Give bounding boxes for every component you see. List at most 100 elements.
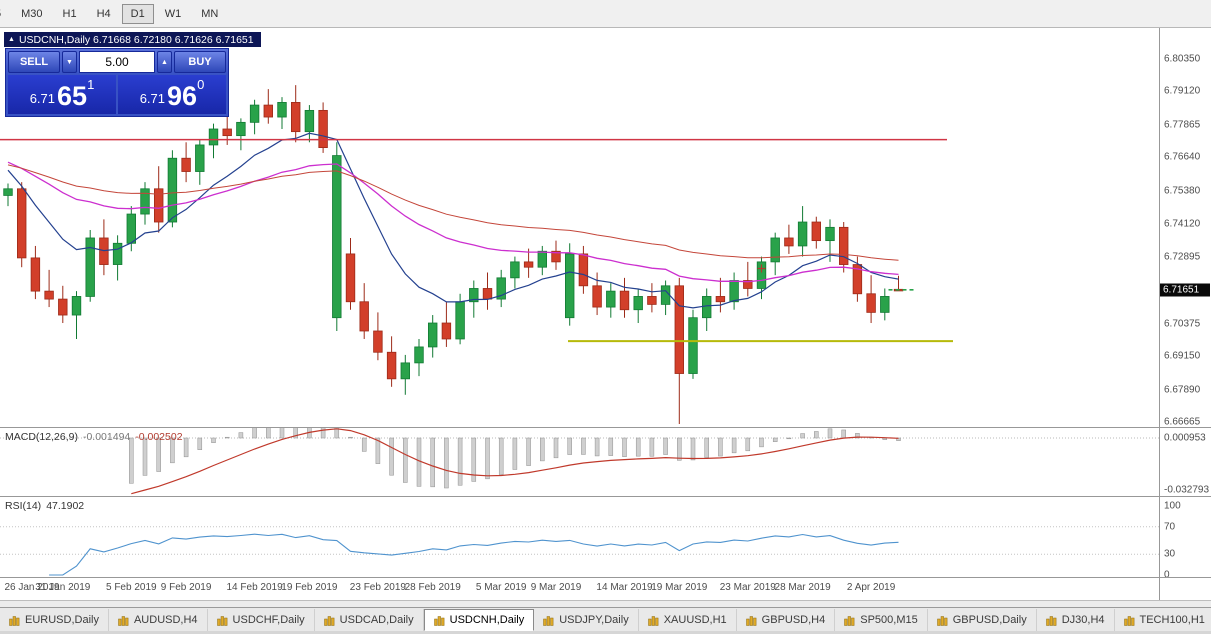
timeframe-button-H4[interactable]: H4 — [88, 4, 120, 24]
sell-button[interactable]: SELL — [8, 51, 60, 73]
chart-tab-label: XAUUSD,H1 — [663, 614, 727, 626]
chart-tab-audusd-h4[interactable]: AUDUSD,H4 — [109, 609, 208, 631]
candle — [839, 226, 849, 265]
volume-dropdown-button[interactable]: ▼ — [62, 51, 77, 73]
date-label: 31 Jan 2019 — [35, 582, 91, 593]
date-labels: 26 Jan 2019 31 Jan 2019 5 Feb 2019 9 Feb 20… — [0, 578, 1159, 600]
candle — [373, 330, 383, 353]
candle — [619, 290, 630, 311]
date-label: 14 Feb 2019 — [226, 582, 283, 593]
collapse-triangle-icon[interactable]: ▲ — [8, 36, 15, 43]
chart-tab-label: USDCNH,Daily — [449, 614, 525, 626]
date-label: 9 Mar 2019 — [530, 582, 582, 593]
volume-input[interactable]: 5.00 — [79, 51, 155, 73]
timeframe-button-5[interactable]: 5 — [0, 4, 10, 24]
macd-bar — [704, 437, 709, 458]
macd-bar — [416, 437, 422, 487]
macd-bar — [855, 433, 860, 439]
chart-tab-label: SP500,M15 — [860, 614, 918, 626]
macd-bar — [690, 437, 696, 461]
candle — [263, 104, 274, 118]
chart-tab-dj30-h4[interactable]: DJ30,H4 — [1037, 609, 1115, 631]
macd-bar — [403, 437, 408, 483]
rsi-plot[interactable]: RSI(14) 47.1902 — [0, 497, 1159, 577]
macd-bar — [731, 437, 737, 454]
candle — [222, 128, 232, 137]
price-axis-label: 6.66665 — [1164, 416, 1201, 427]
candle — [756, 261, 767, 289]
chart-tab-usdjpy-daily[interactable]: USDJPY,Daily — [534, 609, 639, 631]
macd-bar — [745, 437, 751, 452]
macd-bar — [457, 437, 463, 486]
chart-tab-label: TECH100,H1 — [1139, 614, 1205, 626]
buy-price-display[interactable]: 6.71 96 0 — [118, 75, 226, 114]
macd-bar — [772, 437, 778, 442]
price-chart-plot[interactable]: ▲ USDCNH,Daily 6.71668 6.72180 6.71626 6… — [0, 28, 1159, 427]
volume-up-button[interactable]: ▲ — [157, 51, 172, 73]
chart-tab-gbpusd-h4[interactable]: GBPUSD,H4 — [737, 609, 836, 631]
macd-bar — [759, 437, 764, 448]
candle — [469, 288, 479, 303]
rsi-axis: 100 70 30 0 — [1159, 497, 1211, 577]
candle — [58, 298, 68, 316]
macd-bar — [266, 428, 271, 439]
timeframe-button-W1[interactable]: W1 — [156, 4, 191, 24]
timeframe-button-D1[interactable]: D1 — [121, 3, 154, 24]
buy-button[interactable]: BUY — [174, 51, 226, 73]
macd-bar — [622, 437, 627, 457]
candle — [71, 296, 82, 316]
date-label: 28 Feb 2019 — [404, 582, 461, 593]
rsi-axis-label: 30 — [1164, 548, 1176, 560]
chart-icon — [543, 615, 554, 626]
macd-bar — [540, 437, 545, 462]
candle — [359, 301, 369, 332]
sell-price-display[interactable]: 6.71 65 1 — [8, 75, 116, 114]
candle — [236, 121, 246, 137]
macd-plot[interactable]: MACD(12,26,9) -0.001494 -0.002502 — [0, 428, 1159, 496]
sell-price-pip-digit: 1 — [87, 77, 95, 92]
date-axis-corner — [1159, 578, 1211, 600]
macd-bar — [197, 437, 203, 450]
timeframe-button-MN[interactable]: MN — [192, 4, 227, 24]
current-price-badge: 6.71651 — [1160, 283, 1210, 297]
chart-tab-tech100-h1[interactable]: TECH100,H1 — [1115, 609, 1211, 631]
chart-tab-bar: EURUSD,Daily AUDUSD,H4 USDCHF,Daily USDCAD,… — [0, 607, 1211, 631]
symbol-ohlc-strip[interactable]: ▲ USDCNH,Daily 6.71668 6.72180 6.71626 6… — [4, 32, 261, 47]
chart-horizontal-scrollbar[interactable] — [0, 600, 1211, 607]
candle — [181, 157, 191, 172]
timeframe-button-H1[interactable]: H1 — [54, 4, 86, 24]
chart-tab-eurusd-daily[interactable]: EURUSD,Daily — [0, 609, 109, 631]
rsi-axis-label: 70 — [1164, 521, 1176, 533]
chart-tab-label: EURUSD,Daily — [25, 614, 99, 626]
macd-bar — [471, 437, 477, 482]
ma-fast-blue — [7, 132, 899, 309]
candle — [825, 226, 835, 242]
rsi-axis-label: 0 — [1164, 569, 1170, 578]
candle — [30, 257, 41, 292]
macd-bar — [800, 433, 805, 439]
candlestick-chart[interactable] — [0, 28, 1159, 427]
chart-tab-usdchf-daily[interactable]: USDCHF,Daily — [208, 609, 315, 631]
macd-bar — [375, 437, 381, 464]
candle — [386, 351, 397, 380]
date-label: 23 Feb 2019 — [349, 582, 406, 593]
chart-tab-label: GBPUSD,Daily — [952, 614, 1027, 626]
candle — [592, 285, 602, 308]
chart-tab-sp500-m15[interactable]: SP500,M15 — [835, 609, 928, 631]
chart-icon — [647, 615, 659, 626]
chart-tab-xauusd-h1[interactable]: XAUUSD,H1 — [639, 609, 737, 631]
chart-tab-usdcnh-daily[interactable]: USDCNH,Daily — [423, 609, 535, 631]
price-chart-panel: ▲ USDCNH,Daily 6.71668 6.72180 6.71626 6… — [0, 28, 1211, 428]
chart-tab-label: USDCHF,Daily — [232, 614, 305, 626]
chart-icon — [844, 615, 855, 626]
timeframe-button-M30[interactable]: M30 — [12, 4, 51, 24]
chart-tab-gbpusd-daily[interactable]: GBPUSD,Daily — [928, 609, 1037, 631]
chart-tab-usdcad-daily[interactable]: USDCAD,Daily — [315, 609, 424, 631]
macd-bar — [238, 432, 244, 439]
price-axis-label: 6.70375 — [1164, 318, 1201, 330]
candle — [688, 317, 698, 374]
price-axis[interactable]: 6.80350 6.79120 6.77865 6.76640 6.75380 6.741… — [1159, 28, 1211, 427]
buy-price-prefix: 6.71 — [139, 91, 166, 106]
macd-bar — [252, 428, 257, 439]
candle — [85, 237, 95, 297]
